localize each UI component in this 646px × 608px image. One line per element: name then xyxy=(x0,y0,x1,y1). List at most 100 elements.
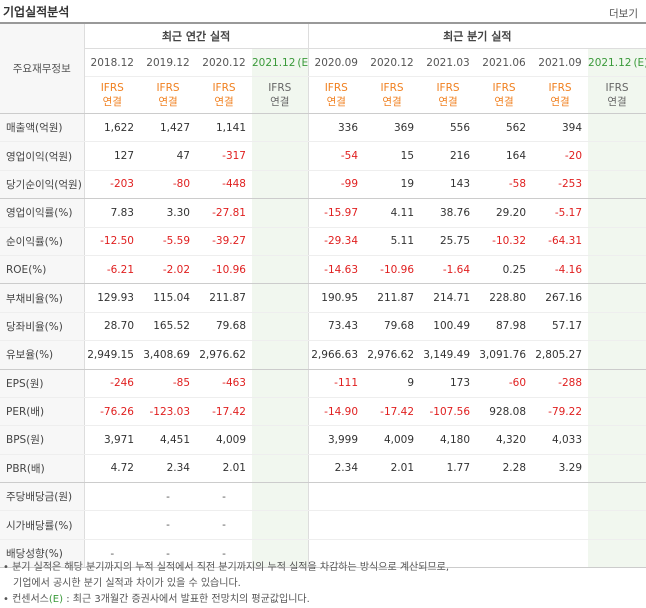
table-cell: 73.43 xyxy=(307,312,365,342)
table-cell: -111 xyxy=(307,369,365,398)
table-cell: 267.16 xyxy=(532,283,589,313)
row-label: 당기순이익(억원) xyxy=(0,170,85,200)
table-cell: -448 xyxy=(196,170,252,200)
table-cell xyxy=(252,397,309,427)
table-cell: 928.08 xyxy=(476,397,533,427)
table-cell: 15 xyxy=(364,141,421,171)
table-cell xyxy=(252,369,309,398)
table-cell: 3,091.76 xyxy=(476,340,533,370)
footnote-2: • 컨센서스(E) : 최근 3개월간 증권사에서 발표한 전망치의 평균값입니… xyxy=(3,594,310,605)
ifrs-badge: IFRS 연결 xyxy=(364,76,421,114)
table-cell: 19 xyxy=(364,170,421,200)
table-cell xyxy=(252,539,309,569)
table-cell: -80 xyxy=(140,170,196,200)
period-header: 2021.03 xyxy=(420,48,477,77)
table-cell xyxy=(532,482,589,512)
table-cell xyxy=(476,539,533,569)
table-cell: 87.98 xyxy=(476,312,533,342)
table-cell: -10.96 xyxy=(364,255,421,285)
table-cell xyxy=(588,227,646,256)
row-label: 부채비율(%) xyxy=(0,283,85,313)
table-cell xyxy=(588,283,646,313)
table-cell xyxy=(84,510,140,540)
table-cell xyxy=(588,198,646,228)
row-label: ROE(%) xyxy=(0,255,85,285)
table-row: 유보율(%) 2,949.15 3,408.69 2,976.62 2,966.63 2,… xyxy=(0,340,646,370)
row-label: 영업이익(억원) xyxy=(0,141,85,171)
table-cell xyxy=(252,170,309,200)
table-cell xyxy=(252,283,309,313)
ifrs-badge: IFRS 연결 xyxy=(252,76,309,114)
table-cell: -15.97 xyxy=(307,198,365,228)
table-cell: -99 xyxy=(307,170,365,200)
table-row: 배당성향(%) - - - xyxy=(0,539,646,569)
table-cell xyxy=(307,482,365,512)
table-cell xyxy=(588,454,646,484)
annual-group-header: 최근 연간 실적 xyxy=(84,22,309,49)
period-header: 2020.12 xyxy=(196,48,252,77)
table-cell xyxy=(252,454,309,484)
table-cell: -14.63 xyxy=(307,255,365,285)
table-row: 영업이익(억원) 127 47 -317 -54 15 216 164 -20 xyxy=(0,141,646,171)
row-label: 당좌비율(%) xyxy=(0,312,85,342)
table-cell: 173 xyxy=(420,369,477,398)
table-cell xyxy=(476,482,533,512)
table-cell xyxy=(588,255,646,285)
table-cell: -39.27 xyxy=(196,227,252,256)
table-cell: 4,320 xyxy=(476,425,533,455)
table-cell xyxy=(364,539,421,569)
table-cell: -27.81 xyxy=(196,198,252,228)
table-cell xyxy=(252,312,309,342)
row-label: 유보율(%) xyxy=(0,340,85,370)
table-cell: -76.26 xyxy=(84,397,140,427)
table-cell: - xyxy=(84,539,140,569)
table-cell: -246 xyxy=(84,369,140,398)
quarter-group-header: 최근 분기 실적 xyxy=(307,22,646,49)
table-cell: 369 xyxy=(364,113,421,143)
ifrs-badge: IFRS 연결 xyxy=(588,76,646,114)
table-cell: 211.87 xyxy=(364,283,421,313)
table-cell: 143 xyxy=(420,170,477,200)
row-label: BPS(원) xyxy=(0,425,85,455)
table-row: 순이익률(%) -12.50 -5.59 -39.27 -29.34 5.11 25.75-… xyxy=(0,227,646,256)
table-cell xyxy=(588,425,646,455)
table-cell: - xyxy=(140,510,196,540)
more-link[interactable]: 더보기 xyxy=(609,8,638,20)
table-cell: 4,451 xyxy=(140,425,196,455)
table-cell: 165.52 xyxy=(140,312,196,342)
section-header: 기업실적분석 더보기 xyxy=(0,0,646,22)
table-cell: -10.96 xyxy=(196,255,252,285)
row-label: 시가배당률(%) xyxy=(0,510,85,540)
table-cell: 100.49 xyxy=(420,312,477,342)
table-cell: 2.34 xyxy=(307,454,365,484)
table-cell: -17.42 xyxy=(364,397,421,427)
table-cell xyxy=(252,198,309,228)
table-cell: -60 xyxy=(476,369,533,398)
table-cell: -2.02 xyxy=(140,255,196,285)
table-cell: 2,976.62 xyxy=(364,340,421,370)
table-cell: -203 xyxy=(84,170,140,200)
table-cell xyxy=(252,227,309,256)
footnotes: • 분기 실적은 해당 분기까지의 누적 실적에서 직전 분기까지의 누적 실적… xyxy=(3,560,449,608)
table-cell: -4.16 xyxy=(532,255,589,285)
table-cell xyxy=(252,425,309,455)
footnote-1: • 분기 실적은 해당 분기까지의 누적 실적에서 직전 분기까지의 누적 실적… xyxy=(3,562,450,573)
table-cell: 57.17 xyxy=(532,312,589,342)
table-cell xyxy=(588,340,646,370)
table-cell: 3,971 xyxy=(84,425,140,455)
row-label: 매출액(억원) xyxy=(0,113,85,143)
period-header: 2019.12 xyxy=(140,48,196,77)
table-cell xyxy=(588,539,646,569)
table-cell: 211.87 xyxy=(196,283,252,313)
table-cell: -20 xyxy=(532,141,589,171)
table-row: BPS(원) 3,971 4,451 4,009 3,999 4,009 4,180 4,32… xyxy=(0,425,646,455)
table-row: PER(배) -76.26 -123.03 -17.42 -14.90 -17.42 -10… xyxy=(0,397,646,427)
table-row: 영업이익률(%) 7.83 3.30 -27.81 -15.97 4.11 38.76 29.… xyxy=(0,198,646,228)
table-cell: 2.28 xyxy=(476,454,533,484)
table-cell: 47 xyxy=(140,141,196,171)
ifrs-badge: IFRS 연결 xyxy=(140,76,196,114)
row-label: 순이익률(%) xyxy=(0,227,85,256)
period-header: 2021.09 xyxy=(532,48,589,77)
table-row: ROE(%) -6.21 -2.02 -10.96 -14.63 -10.96 -1.64 0… xyxy=(0,255,646,285)
table-cell: 3,149.49 xyxy=(420,340,477,370)
